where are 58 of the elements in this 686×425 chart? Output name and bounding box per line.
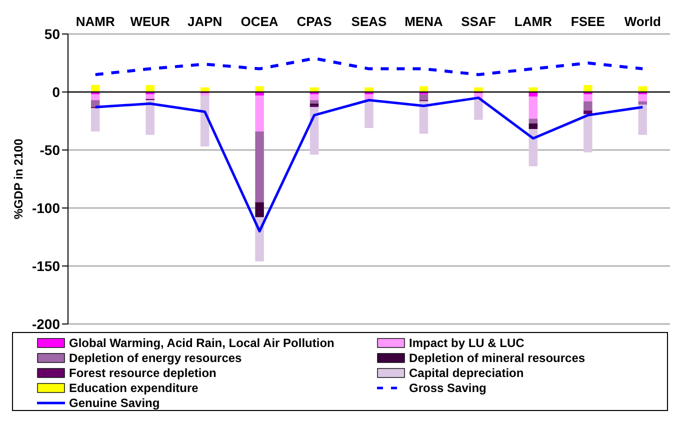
bar <box>584 114 592 152</box>
y-tick-label: 50 <box>44 26 60 42</box>
y-tick-label: -50 <box>40 142 60 158</box>
bar <box>638 94 648 102</box>
x-tick-label: JAPN <box>187 14 222 29</box>
x-tick-label: OCEA <box>240 14 279 29</box>
bar <box>584 110 592 114</box>
bar <box>638 101 648 105</box>
bar <box>528 118 538 124</box>
bar <box>310 94 319 100</box>
bar <box>146 85 154 92</box>
y-tick-label: -200 <box>32 316 60 332</box>
x-tick-label: World <box>624 14 661 29</box>
bar <box>146 94 154 99</box>
x-tick-label: WEUR <box>130 14 171 29</box>
bar <box>255 95 264 132</box>
y-tick-label: 0 <box>52 84 60 100</box>
legend-label: Education expenditure <box>69 380 198 394</box>
y-tick-label: -100 <box>32 200 60 216</box>
bar <box>255 86 264 92</box>
bar <box>528 123 538 130</box>
x-tick-label: FSEE <box>570 14 606 29</box>
x-tick-label: NAMR <box>76 14 116 29</box>
bar <box>638 104 648 135</box>
bar <box>474 98 483 120</box>
bar <box>364 100 374 128</box>
x-tick-label: SEAS <box>351 14 388 29</box>
line-series <box>94 96 644 232</box>
bar <box>584 101 592 111</box>
legend-label: Depletion of energy resources <box>69 350 242 364</box>
x-tick-label: LAMR <box>514 14 553 29</box>
legend-label: Forest resource depletion <box>69 366 216 380</box>
bar <box>419 86 428 92</box>
bar <box>146 100 154 135</box>
legend-label: Global Warming, Acid Rain, Local Air Pollution <box>69 336 334 350</box>
bar <box>419 101 428 134</box>
bar <box>90 85 100 92</box>
legend-label: Capital depreciation <box>409 366 524 380</box>
y-tick-label: -150 <box>32 258 60 274</box>
legend-label: Impact by LU & LUC <box>409 336 524 350</box>
legend-label: Genuine Saving <box>69 396 160 410</box>
x-tick-label: CPAS <box>296 14 332 29</box>
bar <box>310 100 319 104</box>
x-tick-label: SSAF <box>461 14 496 29</box>
bar <box>638 86 648 92</box>
line-series <box>94 56 644 76</box>
bar <box>255 131 264 202</box>
bar <box>584 94 592 102</box>
bar <box>419 94 428 100</box>
bar <box>90 94 100 100</box>
bar <box>584 85 592 92</box>
legend-label: Depletion of mineral resources <box>409 350 586 364</box>
legend-label: Gross Saving <box>409 380 486 394</box>
bar <box>528 96 538 119</box>
x-tick-label: MENA <box>404 14 444 29</box>
y-axis-title: %GDP in 2100 <box>11 138 26 220</box>
bar <box>255 202 264 218</box>
bar <box>90 108 100 132</box>
